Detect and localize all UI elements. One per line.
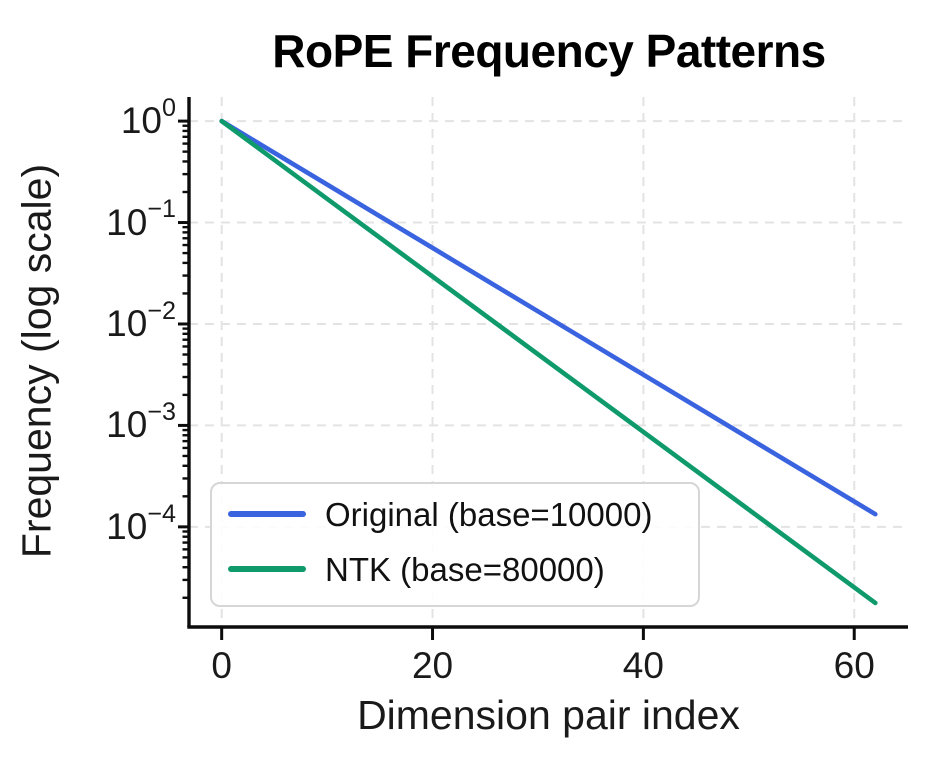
legend-line-sample-original [228,511,306,517]
y-tick-exponent: 0 [162,93,176,122]
y-tick-mantissa: 10 [106,302,148,344]
y-tick-mantissa: 10 [106,404,148,446]
y-tick-label-1e-1: 10−1 [0,197,176,243]
y-tick-exponent: −4 [147,499,176,528]
legend-item-original: Original (base=10000) [228,497,680,531]
y-tick-mantissa: 10 [120,99,162,141]
y-tick-mantissa: 10 [106,505,148,547]
legend-label-ntk: NTK (base=80000) [325,550,605,588]
x-tick-label-60: 60 [833,645,875,686]
legend-item-ntk: NTK (base=80000) [228,552,680,586]
y-tick-label-1e-4: 10−4 [0,501,176,547]
legend-label-original: Original (base=10000) [325,495,653,533]
legend: Original (base=10000) NTK (base=80000) [210,482,700,607]
x-tick-label-0: 0 [211,645,232,686]
y-tick-exponent: −1 [147,195,176,224]
y-tick-label-1e0: 100 [0,95,176,141]
gridlines [189,97,908,627]
data-series-lines [219,118,878,606]
x-tick-label-40: 40 [622,645,664,686]
axis-tick-marks [178,119,856,640]
x-tick-label-20: 20 [411,645,454,686]
y-tick-exponent: −2 [147,296,176,325]
legend-line-sample-ntk [228,566,306,572]
y-tick-label-1e-2: 10−2 [0,298,176,344]
y-tick-exponent: −3 [147,398,176,427]
chart-title: RoPE Frequency Patterns [272,25,826,77]
y-tick-label-1e-3: 10−3 [0,399,176,446]
x-axis-label: Dimension pair index [357,692,740,738]
y-tick-mantissa: 10 [106,201,148,243]
